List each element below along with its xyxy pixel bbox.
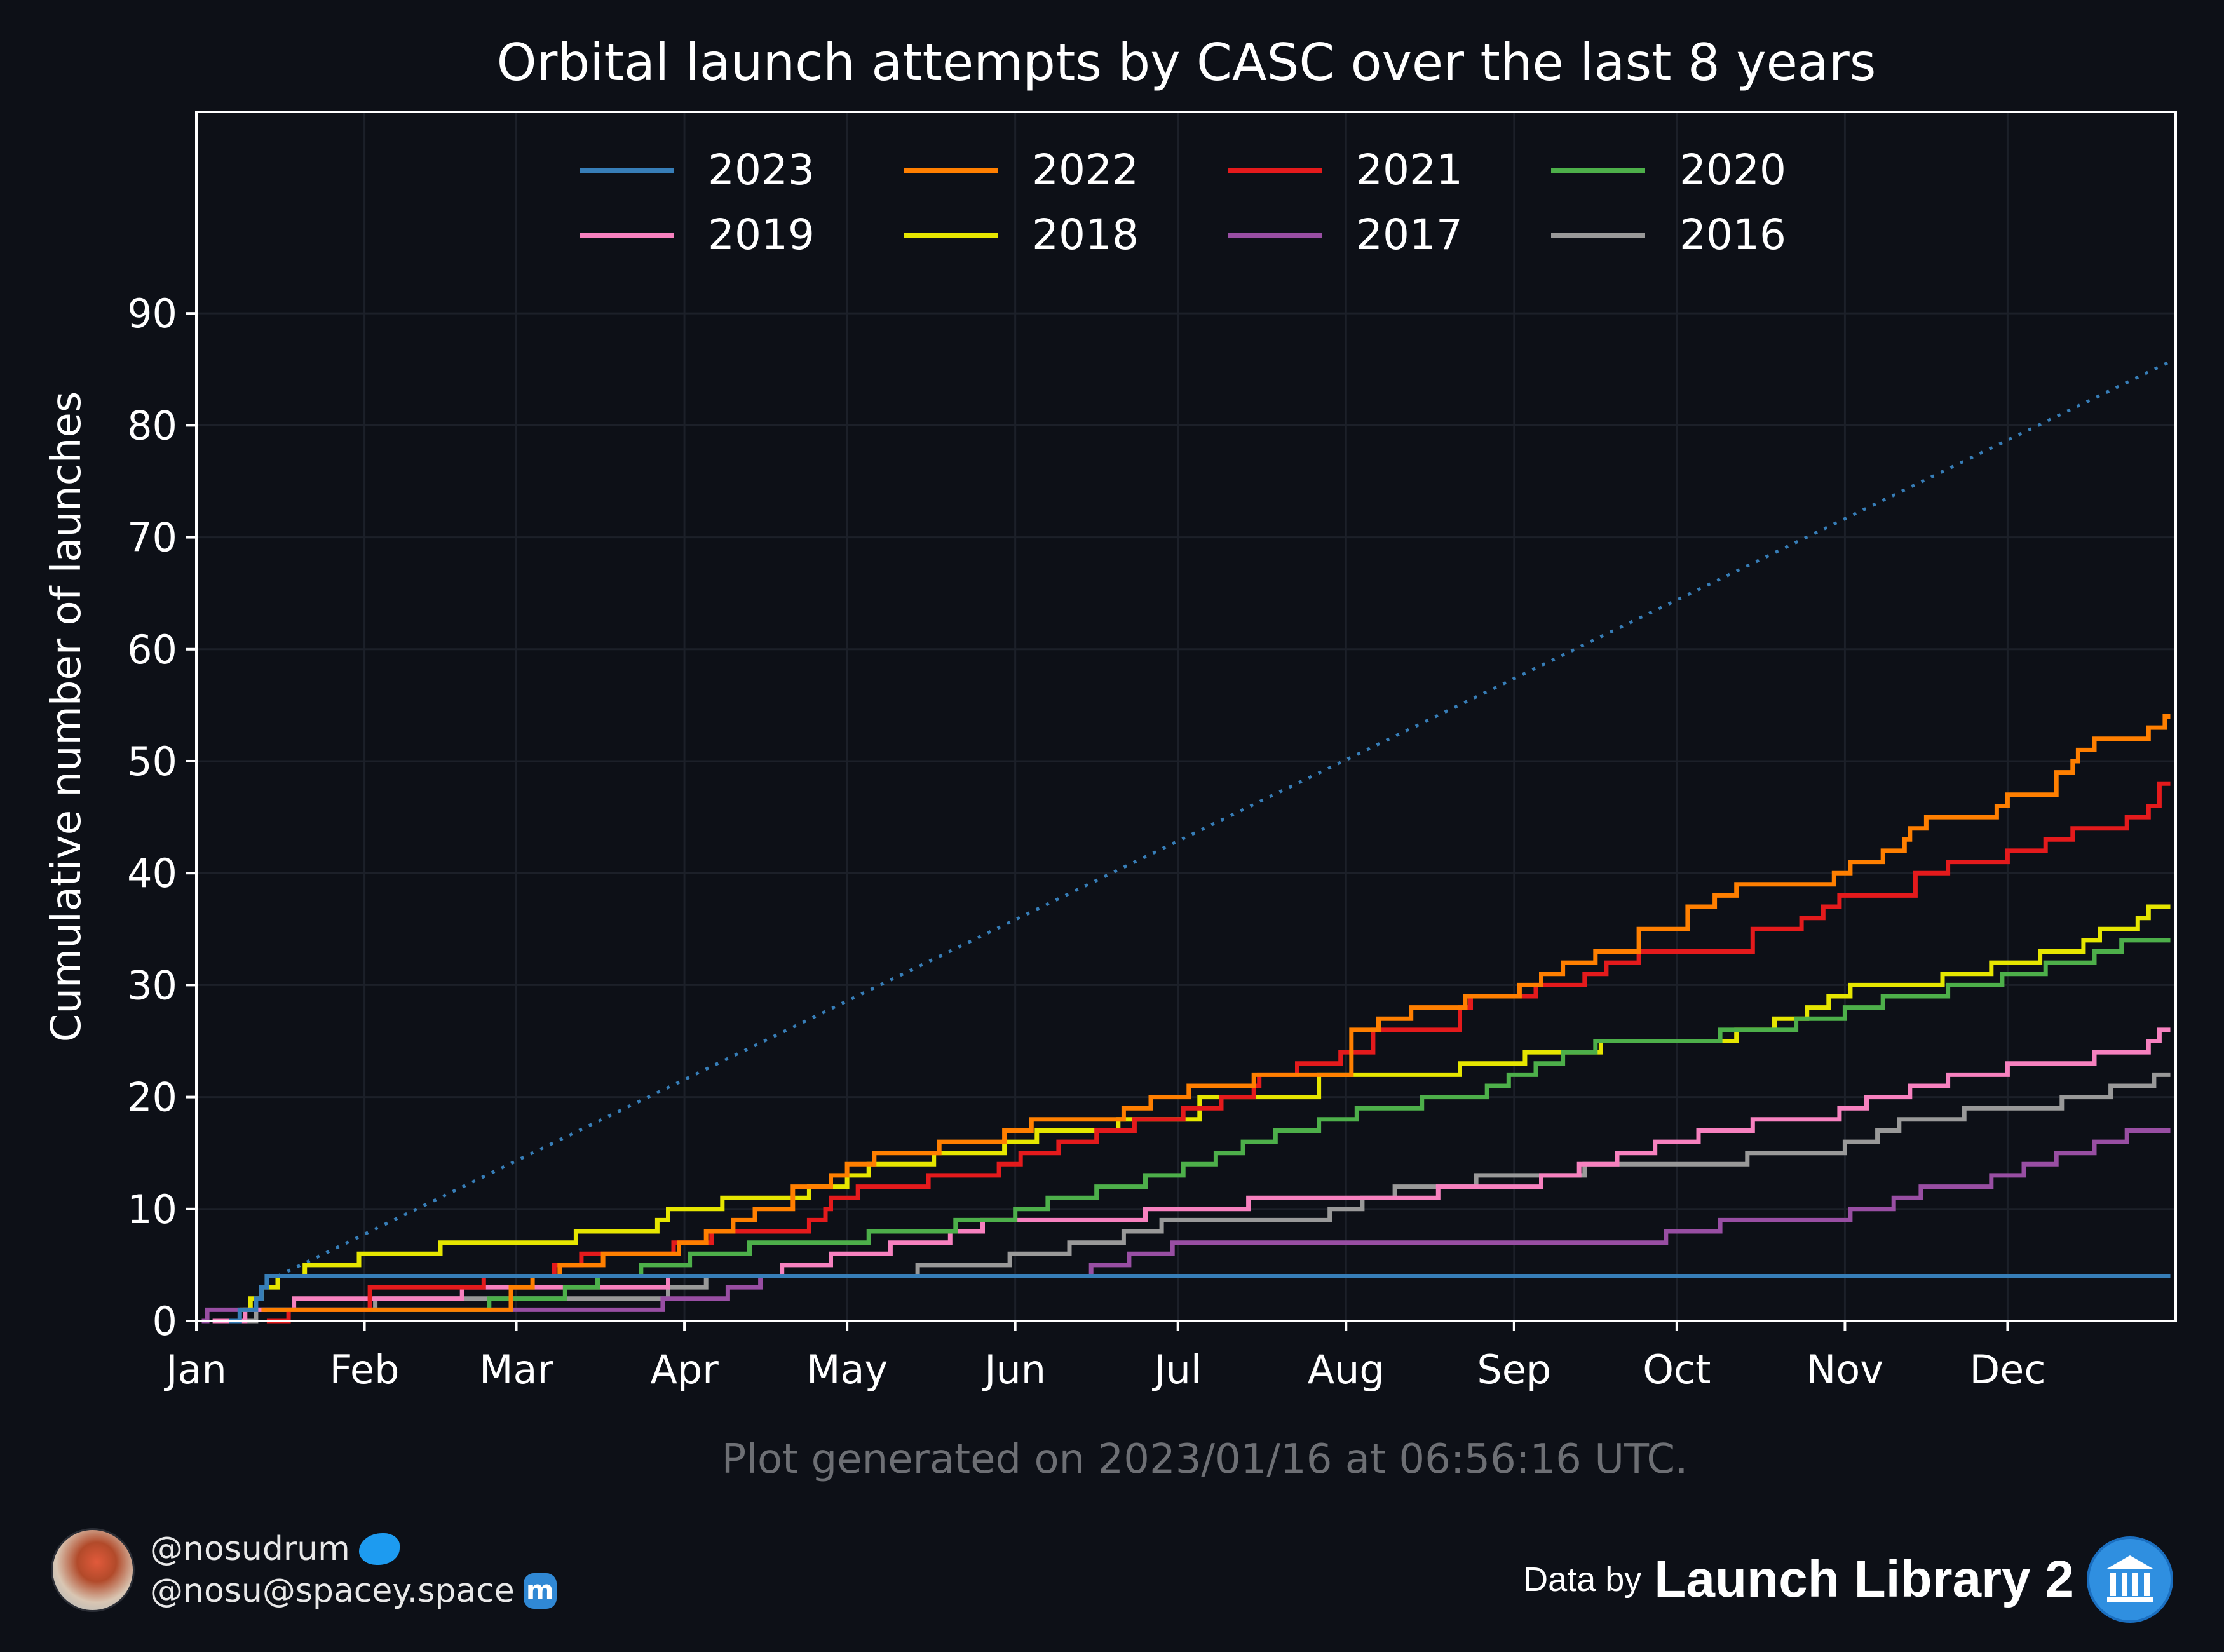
- author-handles: @nosudrum @nosu@spacey.space m: [150, 1530, 557, 1610]
- x-tick-label: Aug: [1308, 1346, 1385, 1393]
- legend-label-2022: 2022: [1032, 146, 1139, 194]
- series-line-2023: [229, 1274, 2171, 1324]
- chart-title: Orbital launch attempts by CASC over the…: [497, 33, 1876, 92]
- legend: 2023 2022 2021 2020 2019 2018 2017 2016: [580, 146, 1786, 259]
- y-tick-label: 30: [127, 962, 177, 1008]
- y-tick-label: 50: [127, 738, 177, 785]
- twitter-bird-icon: [358, 1533, 400, 1565]
- x-tick-label: Nov: [1807, 1346, 1883, 1393]
- y-tick-label: 60: [127, 626, 177, 673]
- y-tick-label: 80: [127, 402, 177, 449]
- series-line-2022: [261, 714, 2171, 1312]
- generated-note: Plot generated on 2023/01/16 at 06:56:16…: [722, 1436, 1688, 1483]
- y-tick-label: 40: [127, 850, 177, 897]
- legend-label-2023: 2023: [708, 146, 815, 194]
- twitter-handle-row[interactable]: @nosudrum: [150, 1530, 557, 1568]
- legend-label-2018: 2018: [1032, 210, 1139, 259]
- y-axis-label: Cumulative number of launches: [43, 391, 90, 1042]
- x-tick-label: Jul: [1151, 1346, 1202, 1393]
- x-tick-label: Jun: [982, 1346, 1046, 1393]
- series-line-2017: [201, 1128, 2171, 1324]
- series-line-2020: [266, 938, 2171, 1312]
- x-tick-label: Jan: [163, 1346, 227, 1393]
- x-tick-label: Feb: [330, 1346, 400, 1393]
- data-source-credit: Data by Launch Library 2: [1523, 1536, 2173, 1623]
- twitter-handle: @nosudrum: [150, 1530, 350, 1568]
- x-tick-label: Mar: [479, 1346, 553, 1393]
- legend-label-2019: 2019: [708, 210, 815, 259]
- y-tick-label: 0: [153, 1298, 177, 1344]
- series-layer: [201, 360, 2171, 1324]
- series-line-2019: [212, 1027, 2171, 1324]
- mastodon-handle-row[interactable]: @nosu@spacey.space m: [150, 1572, 557, 1610]
- legend-label-2020: 2020: [1679, 146, 1786, 194]
- launch-library-logo-icon: [2087, 1536, 2173, 1623]
- x-tick-label: Oct: [1643, 1346, 1711, 1393]
- series-line-2023-projection: [276, 360, 2171, 1278]
- series-line-2016: [240, 1072, 2171, 1324]
- plot-frame: [195, 111, 2177, 1322]
- data-by-label: Data by: [1523, 1561, 1642, 1599]
- avatar: [51, 1528, 135, 1612]
- legend-label-2017: 2017: [1356, 210, 1463, 259]
- y-tick-label: 90: [127, 290, 177, 337]
- y-tick-label: 10: [127, 1186, 177, 1233]
- y-tick-label: 20: [127, 1074, 177, 1121]
- x-axis: Jan Feb Mar Apr May Jun Jul Aug Sep Oct Nov Dec: [163, 1321, 2045, 1393]
- mastodon-handle: @nosu@spacey.space: [150, 1572, 515, 1610]
- legend-label-2021: 2021: [1356, 146, 1463, 194]
- x-tick-label: Sep: [1477, 1346, 1551, 1393]
- y-tick-label: 70: [127, 515, 177, 561]
- x-tick-label: Dec: [1969, 1346, 2045, 1393]
- data-source-name[interactable]: Launch Library 2: [1654, 1550, 2074, 1608]
- x-tick-label: May: [806, 1346, 888, 1393]
- y-axis: 0 10 20 30 40 50 60 70 80 90: [127, 290, 196, 1344]
- author-credit: @nosudrum @nosu@spacey.space m: [51, 1528, 557, 1612]
- legend-label-2016: 2016: [1679, 210, 1786, 259]
- mastodon-icon: m: [523, 1573, 557, 1609]
- x-tick-label: Apr: [650, 1346, 719, 1393]
